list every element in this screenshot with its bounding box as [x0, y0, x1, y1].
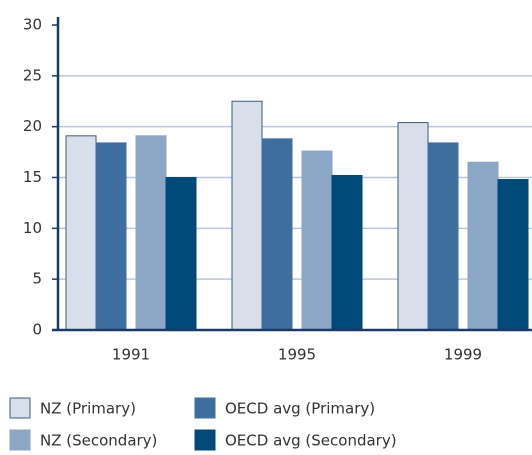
y-tick-label: 20 — [23, 117, 42, 135]
legend-label: NZ (Secondary) — [40, 432, 157, 450]
y-tick-label: 10 — [23, 219, 42, 237]
legend-label: OECD avg (Secondary) — [225, 432, 397, 450]
x-tick-label: 1999 — [444, 346, 482, 364]
bar — [331, 174, 363, 331]
legend-label: NZ (Primary) — [40, 400, 136, 418]
y-tick-label: 30 — [23, 16, 42, 34]
bar — [95, 142, 127, 331]
bar — [65, 135, 97, 331]
bar — [397, 122, 429, 331]
bar — [135, 135, 167, 331]
bar — [301, 150, 333, 331]
y-tick-label: 15 — [23, 168, 42, 186]
legend-swatch — [194, 397, 216, 419]
bar — [261, 138, 293, 331]
legend-swatch — [9, 397, 31, 419]
legend-label: OECD avg (Primary) — [225, 400, 375, 418]
x-tick-label: 1995 — [278, 346, 316, 364]
legend-swatch — [9, 429, 31, 451]
bar — [497, 179, 529, 331]
y-tick-label: 25 — [23, 66, 42, 84]
x-tick-label: 1991 — [112, 346, 150, 364]
bar — [165, 177, 197, 331]
y-tick-label: 5 — [32, 270, 42, 288]
bar — [467, 161, 499, 331]
bar — [231, 100, 263, 331]
legend-swatch — [194, 429, 216, 451]
bar — [427, 142, 459, 331]
y-tick-label: 0 — [32, 321, 42, 339]
